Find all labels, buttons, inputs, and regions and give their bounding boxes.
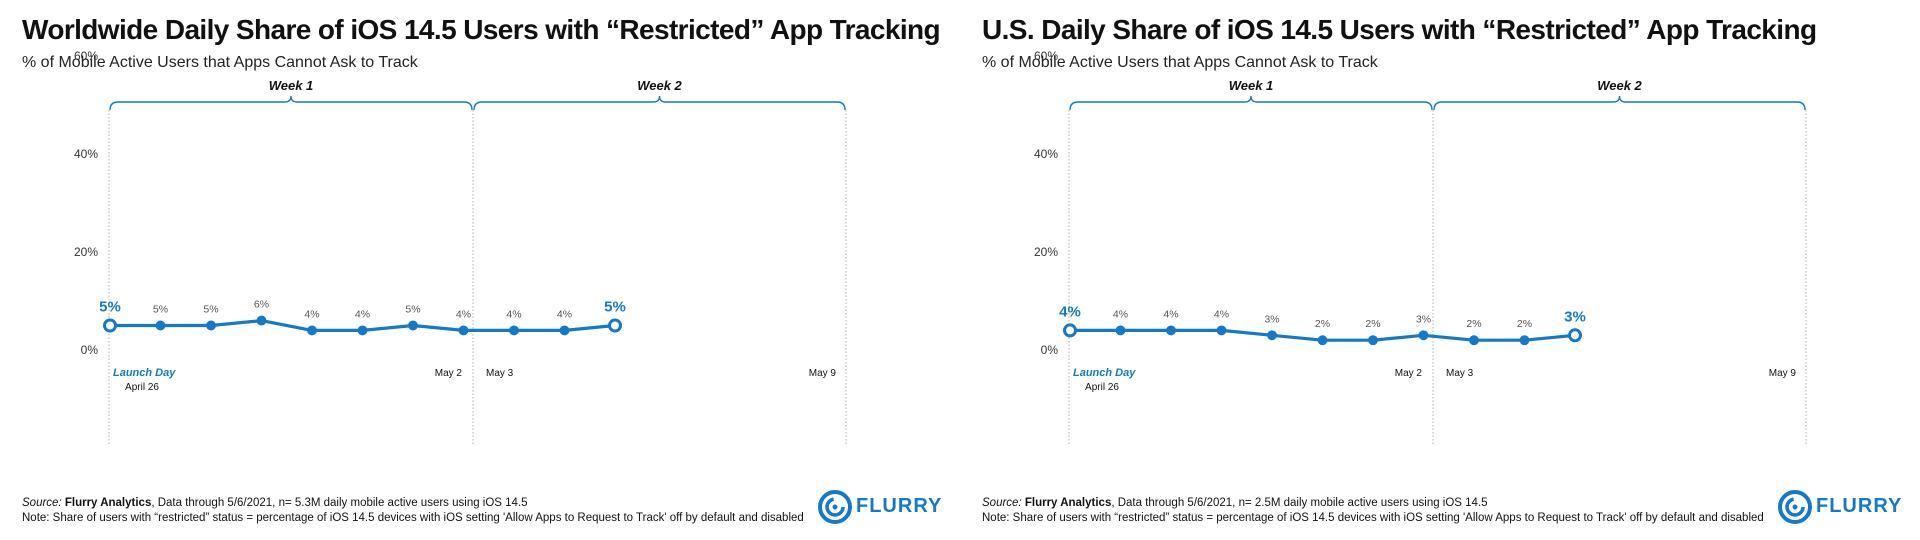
- data-label: 6%: [254, 299, 269, 311]
- data-point: [256, 315, 267, 326]
- y-tick-label: 60%: [1034, 49, 1058, 63]
- data-point: [103, 318, 117, 333]
- data-label: 4%: [355, 308, 370, 320]
- data-point: [155, 320, 166, 331]
- data-point: [408, 320, 418, 331]
- data-label: 4%: [456, 308, 471, 320]
- data-point: [1418, 330, 1429, 341]
- x-tick-label: May 9: [809, 368, 837, 379]
- y-tick-label: 0%: [81, 343, 99, 357]
- source-label: Source:: [22, 497, 62, 509]
- chart-subtitle: % of Mobile Active Users that Apps Canno…: [982, 54, 1378, 71]
- data-label: 5%: [405, 304, 420, 316]
- week-bracket: [109, 95, 473, 111]
- flurry-logo: FLURRY: [818, 490, 941, 524]
- source-details: , Data through 5/6/2021, n= 5.3M daily m…: [151, 497, 528, 509]
- source-name: Flurry Analytics: [1024, 497, 1112, 509]
- y-tick-label: 40%: [74, 147, 98, 161]
- launch-date-label: April 26: [1085, 382, 1119, 393]
- chart-panel-worldwide: Worldwide Daily Share of iOS 14.5 Users …: [22, 14, 941, 526]
- data-point: [1519, 335, 1530, 346]
- flurry-swirl-icon: [1778, 490, 1812, 524]
- chart-title: U.S. Daily Share of iOS 14.5 Users with …: [982, 14, 1817, 45]
- x-tick-label: May 3: [1446, 368, 1474, 379]
- data-label: 5%: [153, 304, 168, 316]
- line-chart-us: 60% 40% 20% 0% Week 1 Week 2 Launch Day May 2 Ma…: [1034, 49, 1807, 445]
- data-point: [1063, 323, 1077, 338]
- y-tick-label: 40%: [1034, 147, 1058, 161]
- data-label: 2%: [1365, 318, 1380, 330]
- x-tick-label: May 3: [486, 368, 514, 379]
- data-point: [307, 325, 317, 336]
- x-tick-label: May 2: [435, 368, 463, 379]
- y-tick-label: 0%: [1041, 343, 1059, 357]
- data-label: 4%: [557, 308, 572, 320]
- data-label: 5%: [604, 299, 626, 316]
- data-point: [559, 325, 570, 336]
- chart-title: Worldwide Daily Share of iOS 14.5 Users …: [22, 14, 941, 45]
- week-label: Week 2: [637, 78, 682, 93]
- data-label: 2%: [1315, 318, 1330, 330]
- week-label: Week 1: [1229, 78, 1274, 93]
- data-point: [509, 325, 519, 336]
- chart-footer: Source: Flurry Analytics, Data through 5…: [22, 496, 804, 526]
- launch-day-label: Launch Day: [113, 367, 176, 379]
- note-line: Note: Share of users with “restricted” s…: [22, 512, 804, 524]
- week-bracket: [1433, 95, 1806, 111]
- y-tick-label: 60%: [74, 49, 98, 63]
- data-label: 5%: [99, 299, 121, 316]
- data-label: 3%: [1564, 308, 1586, 325]
- source-details: , Data through 5/6/2021, n= 2.5M daily m…: [1111, 497, 1488, 509]
- data-label: 4%: [1059, 303, 1081, 320]
- data-label: 4%: [1113, 308, 1128, 320]
- note-line: Note: Share of users with “restricted” s…: [982, 512, 1764, 524]
- launch-day-label: Launch Day: [1073, 367, 1136, 379]
- week-label: Week 2: [1597, 78, 1642, 93]
- source-name: Flurry Analytics: [64, 497, 152, 509]
- data-point: [1568, 328, 1582, 343]
- y-tick-label: 20%: [74, 245, 98, 259]
- data-point: [206, 320, 216, 331]
- data-point: [1368, 335, 1378, 346]
- data-label: 4%: [506, 308, 521, 320]
- data-point: [1267, 330, 1277, 341]
- data-label: 2%: [1466, 318, 1481, 330]
- launch-date-label: April 26: [125, 382, 159, 393]
- chart-subtitle: % of Mobile Active Users that Apps Canno…: [22, 54, 418, 71]
- x-tick-label: May 9: [1769, 368, 1797, 379]
- data-label: 3%: [1416, 313, 1431, 325]
- data-label: 2%: [1517, 318, 1532, 330]
- data-point: [608, 318, 622, 333]
- chart-footer: Source: Flurry Analytics, Data through 5…: [982, 496, 1764, 526]
- data-point: [1469, 335, 1479, 346]
- data-point: [1317, 335, 1328, 346]
- y-tick-label: 20%: [1034, 245, 1058, 259]
- flurry-swirl-icon: [818, 490, 852, 524]
- source-line: Source: Flurry Analytics, Data through 5…: [22, 496, 804, 511]
- data-point: [1216, 325, 1227, 336]
- data-point: [458, 325, 469, 336]
- x-tick-label: May 2: [1395, 368, 1423, 379]
- data-label: 4%: [1214, 308, 1229, 320]
- source-line: Source: Flurry Analytics, Data through 5…: [982, 496, 1764, 511]
- chart-panel-us: U.S. Daily Share of iOS 14.5 Users with …: [960, 0, 1920, 540]
- flurry-logo-text: FLURRY: [1816, 495, 1903, 517]
- source-label: Source:: [982, 497, 1022, 509]
- week-label: Week 1: [269, 78, 314, 93]
- data-label: 4%: [1163, 308, 1178, 320]
- data-point: [1166, 325, 1176, 336]
- data-label: 5%: [203, 304, 218, 316]
- data-label: 3%: [1264, 313, 1279, 325]
- data-label: 4%: [304, 308, 319, 320]
- flurry-logo: FLURRY: [1778, 490, 1901, 524]
- line-chart-worldwide: 60% 40% 20% 0% Week 1 Week 2 Launch Day May 2 Ma…: [74, 49, 847, 445]
- week-bracket: [1069, 95, 1433, 111]
- week-bracket: [473, 95, 846, 111]
- flurry-logo-text: FLURRY: [856, 495, 943, 517]
- data-point: [1115, 325, 1126, 336]
- data-point: [357, 325, 368, 336]
